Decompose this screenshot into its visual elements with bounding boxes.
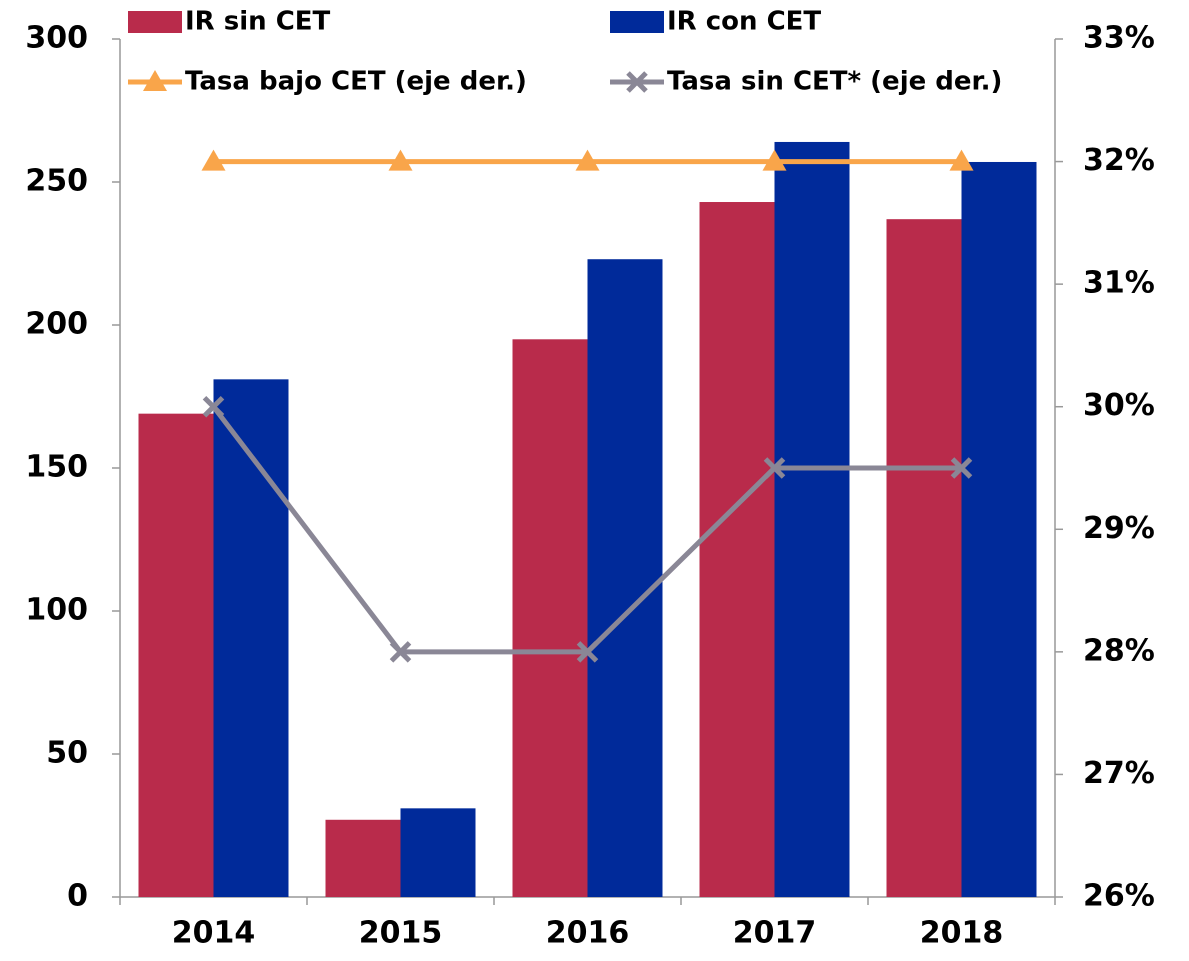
bar (400, 808, 476, 897)
marker (949, 149, 974, 171)
x-tick-label: 2018 (920, 916, 1004, 951)
legend-swatch (610, 11, 664, 33)
bar (512, 339, 588, 897)
bar (699, 202, 775, 897)
marker (763, 457, 786, 479)
y-tick-label: 100 (25, 593, 88, 628)
y2-tick-label: 27% (1083, 756, 1155, 791)
marker (389, 641, 412, 663)
bar (138, 413, 214, 897)
x-tick-label: 2017 (733, 916, 817, 951)
marker (762, 149, 787, 171)
marker (576, 641, 599, 663)
y-tick-label: 0 (67, 879, 88, 914)
x-tick-label: 2014 (172, 916, 256, 951)
y2-tick-label: 28% (1083, 633, 1155, 668)
y-tick-label: 50 (46, 736, 88, 771)
y-tick-label: 250 (25, 164, 88, 199)
y-tick-label: 300 (25, 21, 88, 56)
legend-swatch (128, 11, 182, 33)
marker (388, 149, 413, 171)
y2-tick-label: 33% (1083, 21, 1155, 56)
legend-label: Tasa bajo CET (eje der.) (185, 67, 527, 97)
marker (950, 457, 973, 479)
x-tick-label: 2016 (546, 916, 630, 951)
bar (213, 379, 289, 898)
bar (325, 819, 401, 897)
legend-label: IR con CET (667, 7, 821, 37)
y2-tick-label: 30% (1083, 388, 1155, 423)
legend-marker (626, 71, 648, 93)
bar (587, 259, 663, 898)
legend-marker (143, 70, 167, 91)
y2-tick-label: 31% (1083, 266, 1155, 301)
legend-label: IR sin CET (185, 7, 331, 37)
x-tick-label: 2015 (359, 916, 443, 951)
marker (202, 395, 225, 418)
legend-label: Tasa sin CET* (eje der.) (667, 67, 1002, 97)
bar (774, 141, 850, 897)
y-tick-label: 150 (25, 450, 88, 485)
y2-tick-label: 26% (1083, 879, 1155, 914)
marker (201, 149, 226, 171)
bar (886, 219, 962, 897)
y-tick-label: 200 (25, 307, 88, 342)
marker (575, 149, 600, 171)
y2-tick-label: 32% (1083, 143, 1155, 178)
y2-tick-label: 29% (1083, 511, 1155, 546)
bar (961, 161, 1037, 898)
